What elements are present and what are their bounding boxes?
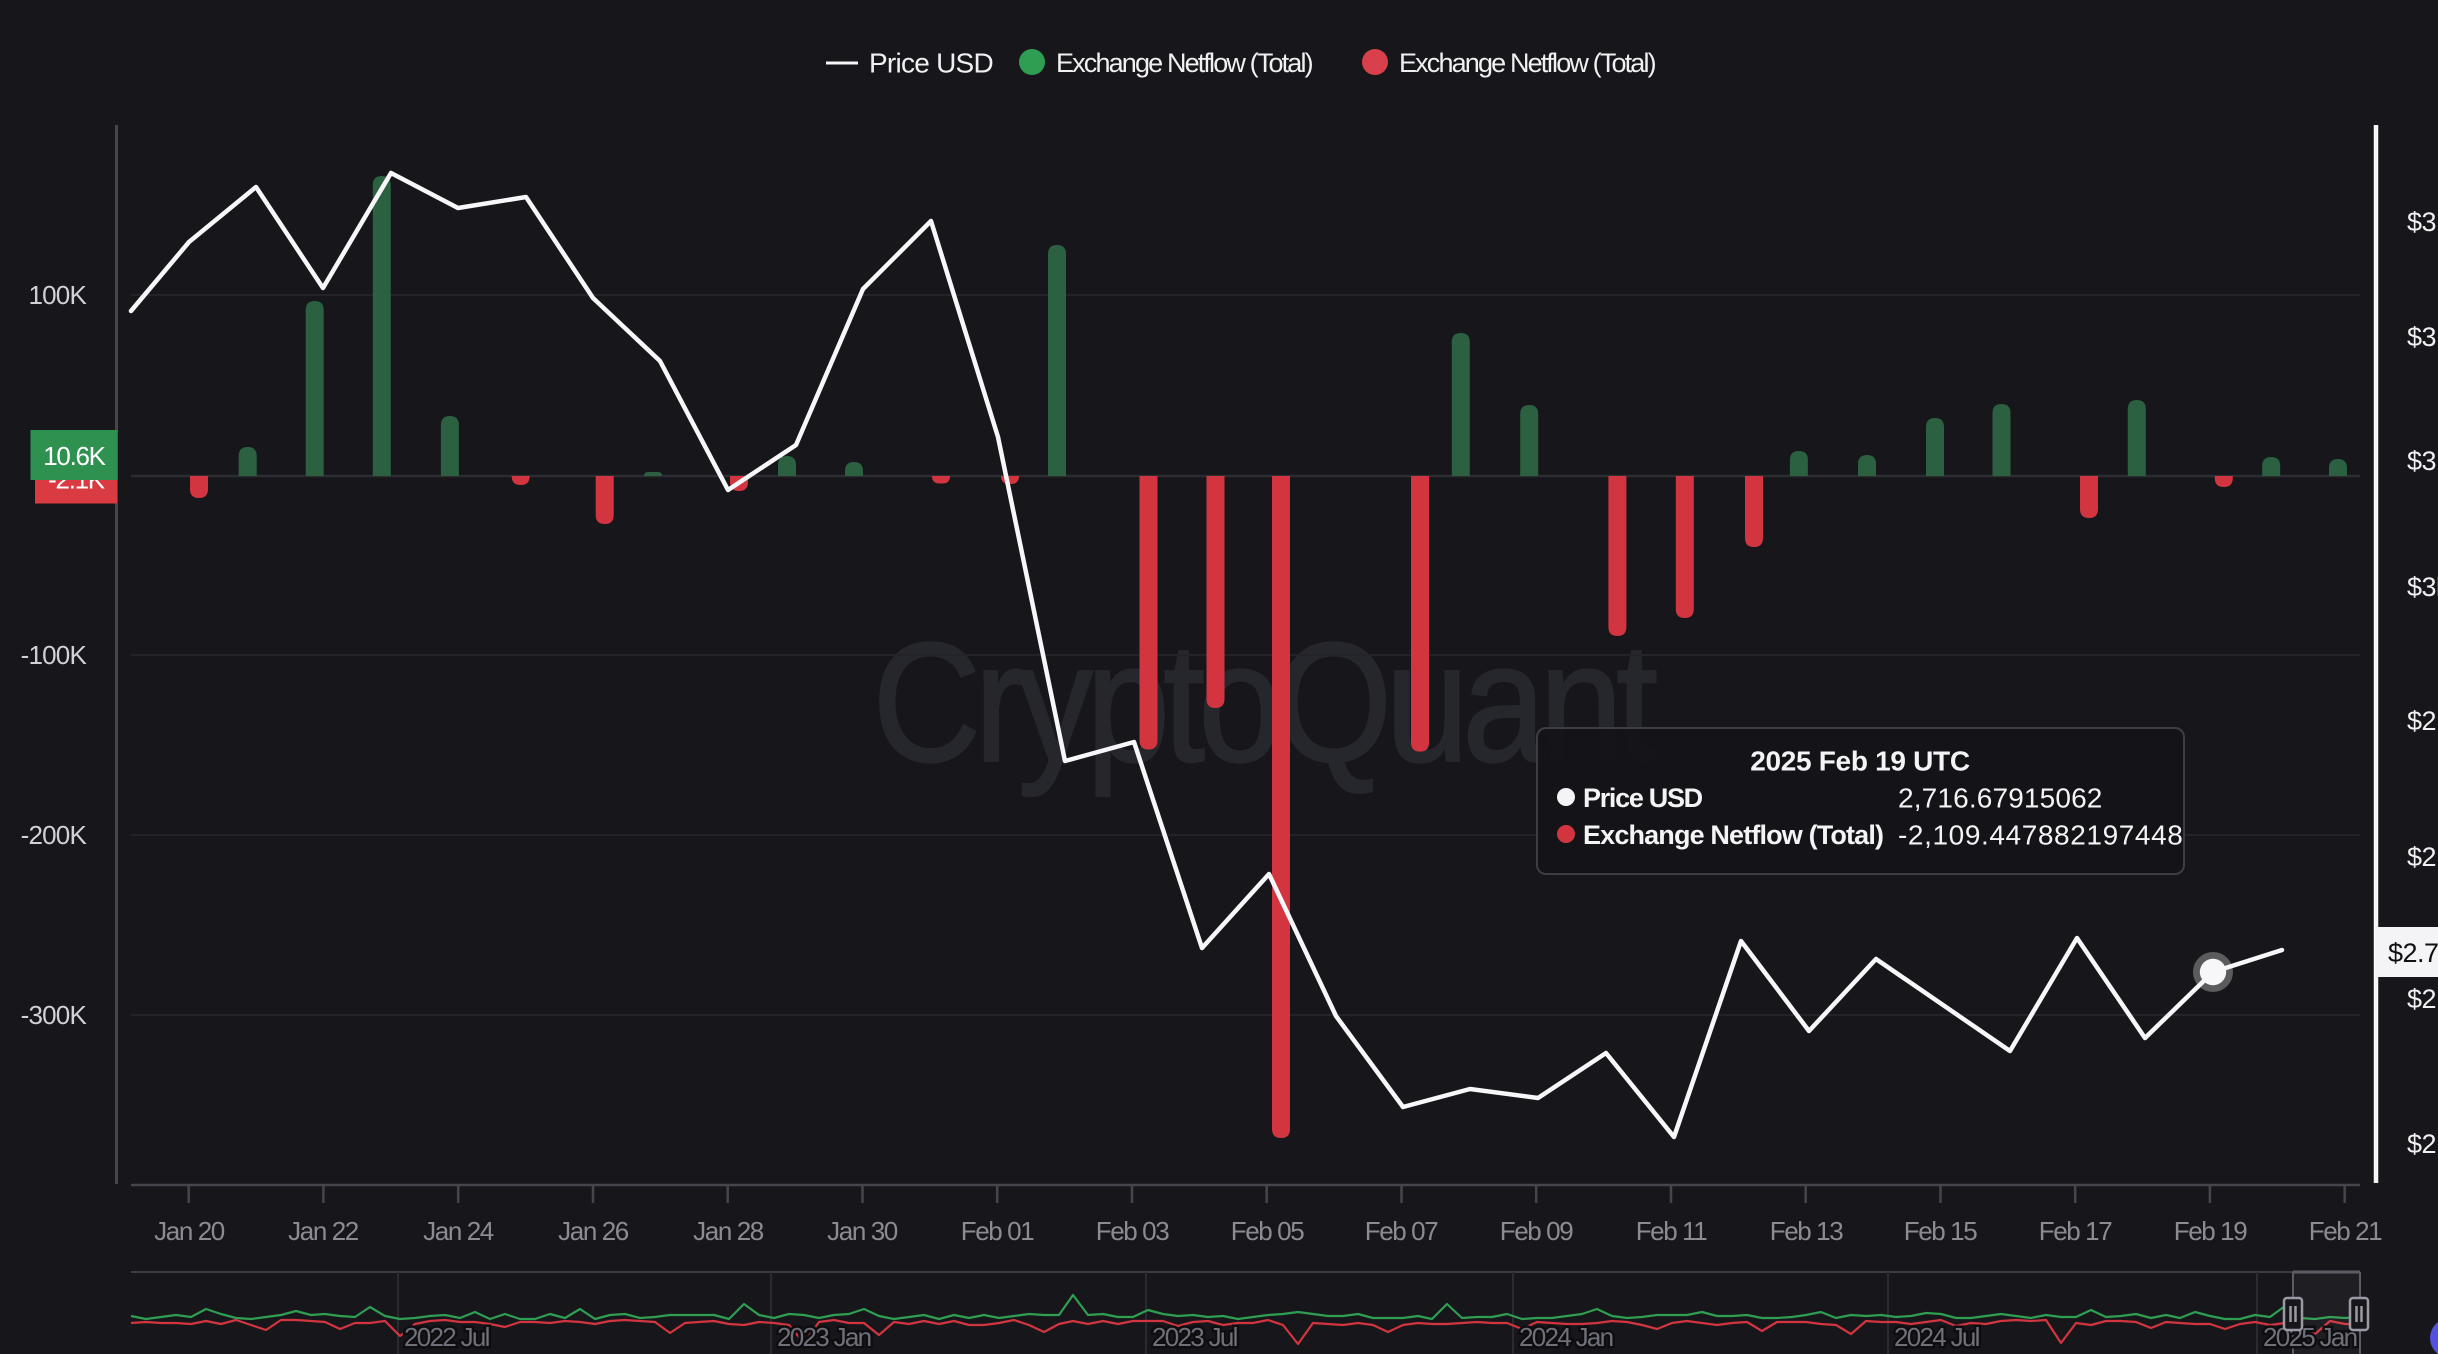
svg-text:$3.2k: $3.2k <box>2407 322 2438 352</box>
svg-text:$3.1k: $3.1k <box>2407 446 2438 476</box>
svg-text:2,716.67915062: 2,716.67915062 <box>1898 783 2103 814</box>
svg-text:Feb 21: Feb 21 <box>2309 1216 2382 1246</box>
svg-text:Feb 03: Feb 03 <box>1096 1216 1169 1246</box>
svg-text:Feb 05: Feb 05 <box>1231 1216 1304 1246</box>
svg-text:Price USD: Price USD <box>869 48 993 79</box>
svg-text:100K: 100K <box>28 280 87 310</box>
svg-text:Jan 20: Jan 20 <box>154 1216 225 1246</box>
svg-text:Feb 13: Feb 13 <box>1770 1216 1843 1246</box>
svg-text:Feb 07: Feb 07 <box>1365 1216 1438 1246</box>
svg-text:-300K: -300K <box>21 1000 88 1030</box>
svg-text:10.6K: 10.6K <box>43 441 106 471</box>
svg-text:$3.3k: $3.3k <box>2407 207 2438 237</box>
svg-text:$2.9k: $2.9k <box>2407 706 2438 736</box>
svg-text:Jan 30: Jan 30 <box>827 1216 898 1246</box>
svg-text:Exchange Netflow (Total): Exchange Netflow (Total) <box>1399 48 1656 78</box>
svg-text:Feb 01: Feb 01 <box>961 1216 1034 1246</box>
svg-text:Exchange Netflow (Total): Exchange Netflow (Total) <box>1056 48 1313 78</box>
svg-text:Feb 15: Feb 15 <box>1904 1216 1977 1246</box>
svg-text:$2.7k: $2.7k <box>2388 938 2438 968</box>
svg-text:Feb 17: Feb 17 <box>2039 1216 2112 1246</box>
svg-text:2025 Feb 19 UTC: 2025 Feb 19 UTC <box>1750 746 1970 777</box>
svg-text:-100K: -100K <box>21 640 88 670</box>
svg-text:Jan 24: Jan 24 <box>423 1216 494 1246</box>
svg-text:Feb 11: Feb 11 <box>1636 1216 1708 1246</box>
svg-text:2022 Jul: 2022 Jul <box>404 1322 490 1352</box>
svg-text:-200K: -200K <box>21 820 88 850</box>
svg-text:Feb 19: Feb 19 <box>2174 1216 2247 1246</box>
svg-text:Jan 28: Jan 28 <box>693 1216 764 1246</box>
svg-text:Feb 09: Feb 09 <box>1500 1216 1573 1246</box>
svg-text:2025 Jan: 2025 Jan <box>2263 1322 2357 1352</box>
svg-text:CryptoQuant: CryptoQuant <box>873 607 1658 797</box>
svg-text:Jan 22: Jan 22 <box>288 1216 359 1246</box>
svg-text:$2.6k: $2.6k <box>2407 1129 2438 1159</box>
svg-text:$3k: $3k <box>2407 572 2438 602</box>
svg-text:$2.7k: $2.7k <box>2407 984 2438 1014</box>
svg-text:2023 Jan: 2023 Jan <box>777 1322 871 1352</box>
svg-text:$2.8k: $2.8k <box>2407 842 2438 872</box>
svg-text:-2,109.447882197448: -2,109.447882197448 <box>1898 820 2183 851</box>
svg-text:2023 Jul: 2023 Jul <box>1152 1322 1238 1352</box>
svg-text:2024 Jul: 2024 Jul <box>1894 1322 1980 1352</box>
svg-text:Price USD: Price USD <box>1583 783 1703 813</box>
svg-text:Exchange Netflow (Total): Exchange Netflow (Total) <box>1583 820 1883 850</box>
svg-text:Jan 26: Jan 26 <box>558 1216 629 1246</box>
svg-text:2024 Jan: 2024 Jan <box>1519 1322 1613 1352</box>
